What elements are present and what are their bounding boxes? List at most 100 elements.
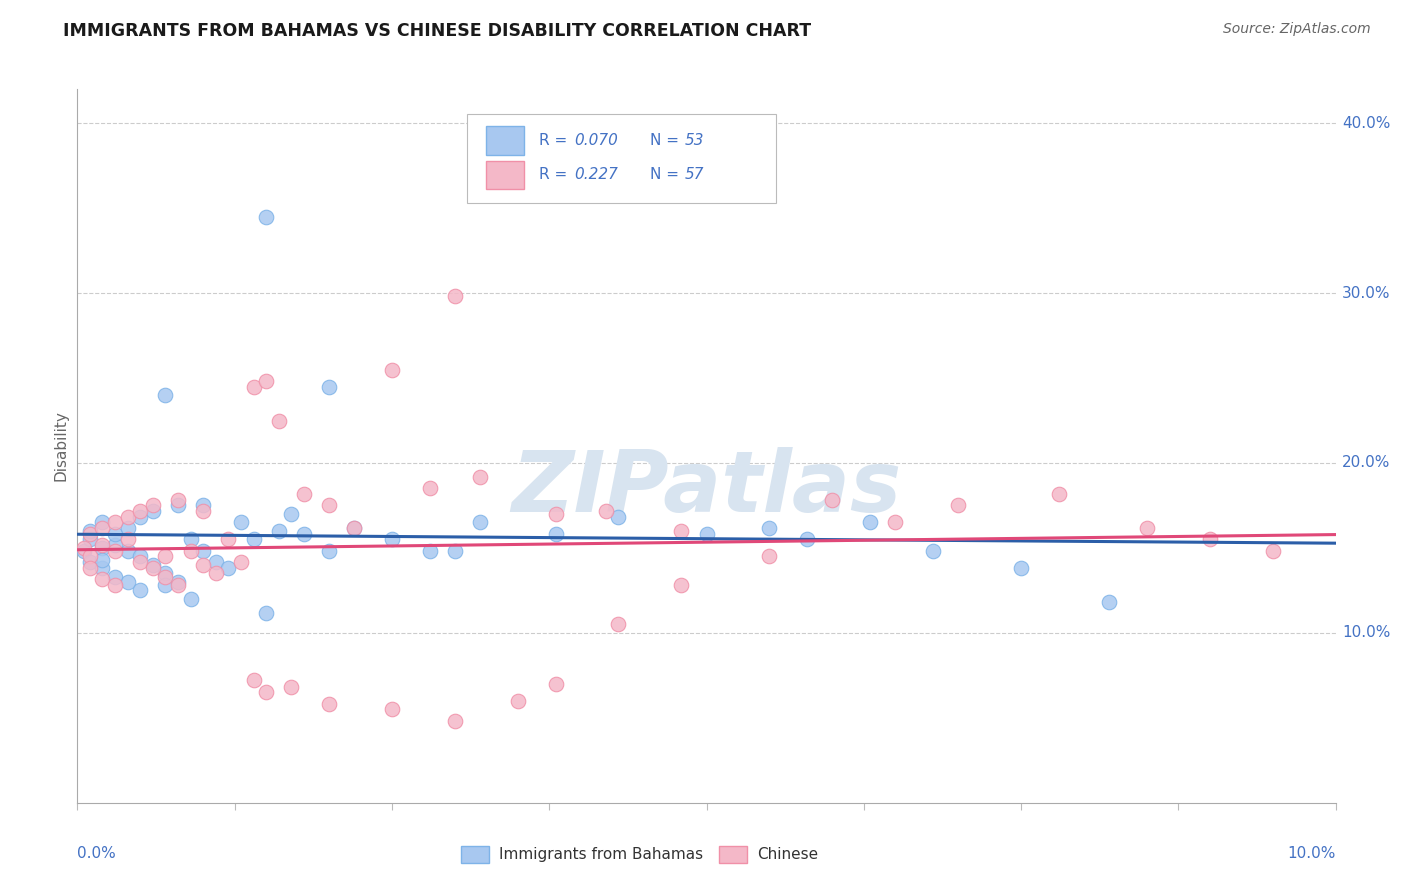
Text: Immigrants from Bahamas: Immigrants from Bahamas [499, 847, 703, 862]
Point [381, 362, 404, 376]
Point [155, 578, 177, 592]
Point [922, 544, 945, 558]
Point [1047, 486, 1070, 500]
Point [1198, 533, 1220, 547]
Point [758, 520, 780, 534]
Point [167, 574, 190, 589]
Text: 20.0%: 20.0% [1341, 456, 1391, 470]
Point [191, 544, 215, 558]
Point [242, 533, 264, 547]
Point [696, 527, 718, 541]
Point [180, 544, 202, 558]
Point [544, 677, 567, 691]
Point [229, 555, 252, 569]
Text: 0.070: 0.070 [575, 133, 619, 148]
Text: R =: R = [538, 168, 576, 182]
Point [91, 537, 114, 551]
Point [129, 555, 152, 569]
Point [1136, 520, 1159, 534]
Point [444, 289, 467, 303]
Point [155, 388, 177, 402]
Text: R =: R = [538, 133, 576, 148]
Point [167, 493, 190, 508]
Text: N =: N = [650, 133, 683, 148]
Point [859, 516, 882, 530]
Point [343, 520, 366, 534]
Text: 0.227: 0.227 [575, 168, 619, 182]
Point [595, 503, 617, 517]
Point [129, 510, 152, 524]
Point [242, 379, 264, 393]
Text: 10.0%: 10.0% [1288, 846, 1336, 861]
Point [254, 210, 277, 224]
Point [72, 541, 94, 555]
Point [79, 527, 101, 541]
Point [91, 520, 114, 534]
Point [607, 510, 630, 524]
Text: IMMIGRANTS FROM BAHAMAS VS CHINESE DISABILITY CORRELATION CHART: IMMIGRANTS FROM BAHAMAS VS CHINESE DISAB… [63, 22, 811, 40]
Text: N =: N = [650, 168, 683, 182]
FancyBboxPatch shape [486, 127, 524, 155]
Point [821, 493, 844, 508]
Point [104, 516, 127, 530]
Point [104, 537, 127, 551]
FancyBboxPatch shape [718, 846, 747, 863]
Text: 57: 57 [685, 168, 704, 182]
Point [292, 486, 315, 500]
Point [72, 544, 94, 558]
FancyBboxPatch shape [486, 161, 524, 189]
Point [142, 558, 165, 572]
Y-axis label: Disability: Disability [53, 410, 69, 482]
Text: 53: 53 [685, 133, 704, 148]
Point [254, 685, 277, 699]
Point [671, 578, 693, 592]
Point [217, 561, 239, 575]
Point [104, 544, 127, 558]
Point [884, 516, 907, 530]
Point [381, 702, 404, 716]
Point [229, 516, 252, 530]
Point [280, 507, 302, 521]
Point [1010, 561, 1032, 575]
Point [292, 527, 315, 541]
Point [79, 549, 101, 564]
Point [254, 375, 277, 389]
Text: Source: ZipAtlas.com: Source: ZipAtlas.com [1223, 22, 1371, 37]
Point [796, 533, 818, 547]
Point [607, 617, 630, 632]
Point [142, 561, 165, 575]
Point [948, 499, 970, 513]
Point [117, 510, 139, 524]
Point [242, 673, 264, 688]
Point [155, 549, 177, 564]
Point [1261, 544, 1284, 558]
Point [444, 714, 467, 729]
Point [117, 544, 139, 558]
Text: ZIPatlas: ZIPatlas [512, 447, 901, 531]
Point [104, 527, 127, 541]
Point [758, 549, 780, 564]
Point [254, 606, 277, 620]
Point [468, 516, 491, 530]
Point [79, 533, 101, 547]
Point [267, 524, 290, 538]
Point [204, 555, 226, 569]
Point [506, 694, 529, 708]
Point [142, 499, 165, 513]
Point [91, 572, 114, 586]
Point [117, 533, 139, 547]
Point [419, 544, 441, 558]
Point [671, 524, 693, 538]
Point [1098, 595, 1121, 609]
Point [167, 578, 190, 592]
Point [180, 533, 202, 547]
Point [419, 482, 441, 496]
Point [167, 499, 190, 513]
Point [104, 570, 127, 584]
Text: 10.0%: 10.0% [1341, 625, 1391, 640]
Point [142, 503, 165, 517]
Point [117, 520, 139, 534]
Point [191, 558, 215, 572]
Point [318, 379, 340, 393]
Point [544, 527, 567, 541]
